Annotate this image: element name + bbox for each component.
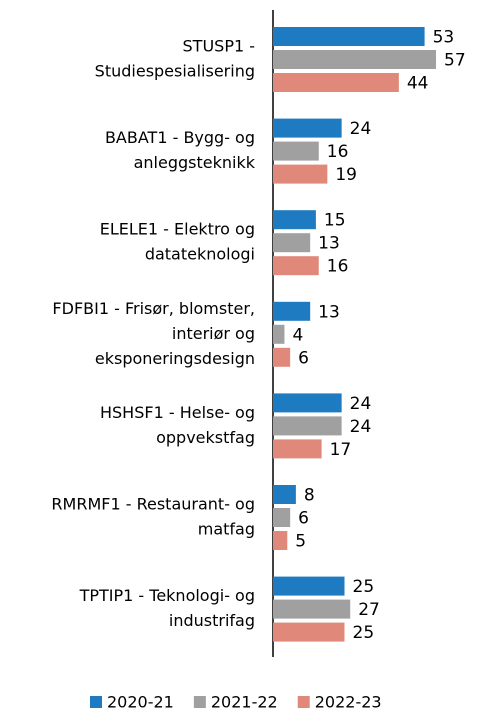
bar [273,118,342,138]
value-label: 27 [358,600,380,620]
legend-swatch [297,696,310,708]
value-label: 17 [330,440,352,460]
bar [273,599,351,619]
bar [273,301,311,321]
bar [273,508,291,527]
bar [273,73,399,92]
bar [273,347,291,367]
bar [273,50,437,69]
bar [273,164,328,184]
value-label: 13 [318,302,340,322]
category-label: Studiespesialisering [95,62,255,81]
value-label: 13 [318,234,340,254]
bar [273,324,285,344]
bar [273,439,322,459]
category-label: interiør og [172,324,255,343]
value-label: 25 [353,577,375,597]
category-label: BABAT1 - Bygg- og [105,128,255,147]
legend-label: 2021-22 [211,693,278,712]
bar [273,233,311,253]
category-label: eksponeringsdesign [95,349,255,368]
value-label: 6 [298,509,309,529]
value-label: 44 [407,74,429,94]
legend-label: 2020-21 [107,693,174,712]
value-label: 8 [304,486,315,506]
bar [273,622,345,642]
value-label: 25 [353,623,375,643]
value-label: 16 [327,142,349,162]
value-label: 4 [292,325,303,345]
bar [273,531,288,550]
category-label: industrifag [169,611,255,630]
category-label: ELELE1 - Elektro og [100,220,255,239]
value-label: 15 [324,211,346,231]
bar [273,256,319,276]
category-label: datateknologi [145,245,255,264]
bar [273,141,319,161]
value-label: 24 [350,394,372,414]
category-label: STUSP1 - [183,37,255,56]
category-label: HSHSF1 - Helse- og [100,403,255,422]
legend-swatch [90,696,102,708]
bar [273,27,425,46]
category-label: matfag [198,520,255,539]
category-label: TPTIP1 - Teknologi- og [79,586,255,605]
category-label: RMRMF1 - Restaurant- og [51,495,255,514]
bar [273,210,316,230]
category-label: FDFBI1 - Frisør, blomster, [52,299,255,318]
value-label: 57 [444,51,466,71]
bar [273,393,342,413]
value-label: 19 [335,165,357,185]
value-label: 6 [298,348,309,368]
bar [273,485,296,504]
bar [273,416,342,436]
category-label: oppvekstfag [156,428,255,447]
legend-swatch [193,696,206,708]
value-label: 16 [327,257,349,277]
category-label: anleggsteknikk [134,153,256,172]
value-label: 24 [350,417,372,437]
value-label: 5 [295,532,306,552]
legend-label: 2022-23 [315,693,382,712]
bar [273,576,345,596]
value-label: 53 [433,28,455,48]
value-label: 24 [350,119,372,139]
